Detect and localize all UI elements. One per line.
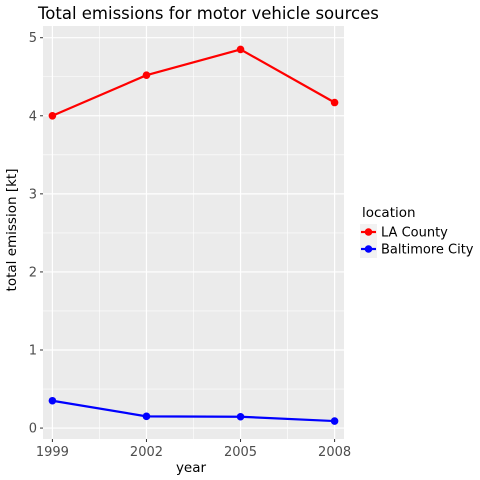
y-axis-tick-labels: 0 1 2 3 4 5 [29,31,37,436]
x-axis-tick-labels: 1999 2002 2005 2008 [36,445,351,460]
data-point [142,71,151,79]
data-point [236,412,245,421]
x-tick-label: 1999 [36,445,69,460]
data-point [330,98,339,107]
grid-minor [43,26,344,439]
legend-key-point [364,245,373,253]
y-tick-label: 2 [29,265,37,280]
legend-label: LA County [381,226,448,241]
x-axis-label: year [176,460,207,476]
legend-key-point [364,228,373,236]
series-line [51,48,336,117]
y-tick-label: 5 [29,31,37,46]
x-tick-label: 2008 [318,445,351,460]
y-tick-label: 1 [29,343,37,358]
x-tick-label: 2002 [130,445,163,460]
y-tick-label: 4 [29,109,37,124]
y-axis-label: total emission [kt] [4,169,20,292]
grid-major [43,26,344,439]
chart-title: Total emissions for motor vehicle source… [37,4,379,23]
data-point [142,412,151,421]
data-point [48,111,57,120]
x-tick-label: 2005 [224,445,257,460]
y-tick-label: 0 [29,422,37,437]
data-point [48,396,57,405]
legend-items: LA County Baltimore City [360,224,474,258]
series-line [52,399,335,423]
data-point [330,417,339,425]
legend-title: location [362,205,416,221]
legend-label: Baltimore City [381,243,474,258]
legend: location LA County Baltimore City [360,205,474,258]
y-tick-label: 3 [29,187,37,202]
series-layer [48,45,339,425]
axis-ticks [40,37,336,442]
data-point [236,45,245,54]
